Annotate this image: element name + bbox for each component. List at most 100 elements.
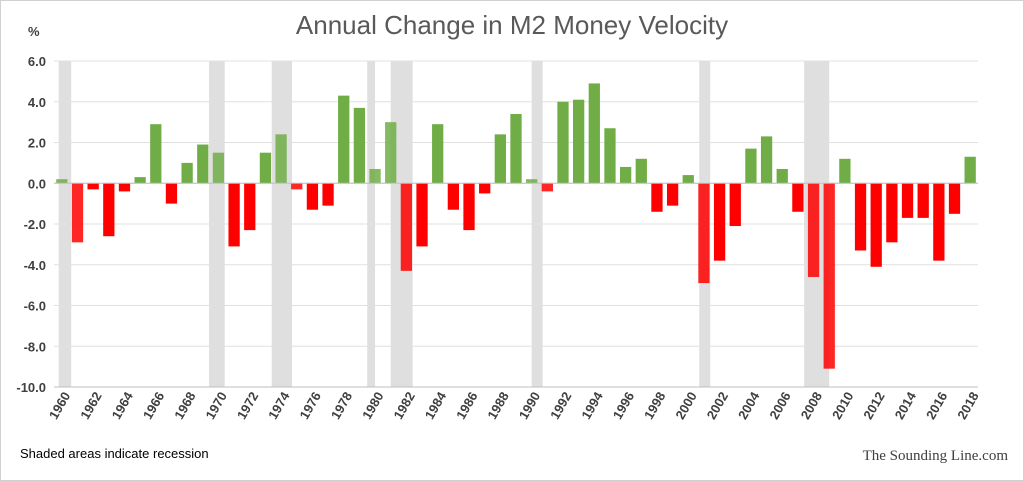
bar: [901, 183, 914, 218]
bar: [948, 183, 961, 214]
bar: [275, 134, 287, 184]
x-tick-label: 1990: [516, 389, 543, 422]
x-tick-label: 1986: [453, 389, 480, 422]
x-tick-label: 2012: [860, 389, 887, 422]
x-tick-label: 1976: [296, 389, 323, 422]
bar: [698, 183, 710, 284]
bar: [604, 128, 616, 184]
bar: [212, 152, 225, 184]
bar: [479, 183, 491, 194]
bar: [369, 168, 381, 184]
y-tick-label: -6.0: [24, 299, 46, 314]
bar: [447, 183, 459, 210]
x-tick-label: 2010: [829, 389, 856, 422]
x-tick-label: 1984: [422, 389, 450, 422]
bar: [917, 183, 929, 218]
bar: [807, 183, 820, 277]
bar: [745, 148, 757, 184]
x-tick-label: 2016: [923, 389, 950, 422]
bar: [103, 183, 115, 237]
y-tick-label: -10.0: [16, 380, 46, 395]
bar: [150, 124, 162, 184]
bar: [729, 183, 741, 227]
x-tick-label: 2002: [704, 389, 731, 422]
x-tick-label: 1998: [641, 389, 668, 422]
y-tick-label: 6.0: [28, 54, 46, 69]
x-tick-label: 1964: [109, 389, 137, 422]
bar: [118, 183, 131, 192]
chart-title: Annual Change in M2 Money Velocity: [295, 10, 729, 40]
x-tick-label: 1982: [390, 389, 417, 422]
bar: [306, 183, 319, 210]
x-tick-label: 1968: [171, 389, 198, 422]
bar: [510, 113, 522, 184]
bar: [619, 166, 632, 184]
x-tick-label: 1972: [234, 389, 261, 422]
bar: [291, 183, 303, 190]
x-tick-label: 2018: [954, 389, 981, 422]
y-tick-label: -8.0: [24, 339, 46, 354]
x-tick-label: 1988: [484, 389, 511, 422]
bar: [71, 183, 84, 243]
y-tick-label: 2.0: [28, 136, 46, 151]
x-tick-label: 1970: [203, 389, 230, 422]
bar: [682, 175, 694, 184]
bar: [854, 183, 867, 251]
bar: [588, 83, 600, 184]
gridline-layer: [54, 60, 978, 388]
bar: [541, 183, 553, 192]
x-tick-label: 2014: [892, 389, 920, 422]
bar: [181, 162, 193, 184]
bar: [713, 183, 726, 261]
x-tick-label: 1994: [578, 389, 606, 422]
y-tick-label: 0.0: [28, 176, 46, 191]
bar: [635, 158, 647, 184]
x-tick-label: 2008: [798, 389, 825, 422]
bar: [666, 183, 679, 206]
x-tick-label: 1978: [328, 389, 355, 422]
x-tick-label: 1996: [610, 389, 637, 422]
bar: [228, 183, 240, 247]
bar-layer: [56, 83, 976, 369]
bar: [416, 183, 428, 247]
bar: [259, 152, 272, 184]
bar: [557, 101, 569, 184]
x-tick-label: 1962: [77, 389, 104, 422]
x-tick-label: 1966: [140, 389, 167, 422]
bar: [87, 183, 99, 190]
bar: [823, 183, 835, 369]
bar: [526, 179, 538, 184]
bar: [494, 134, 506, 184]
recession-note: Shaded areas indicate recession: [20, 446, 209, 461]
y-tick-label: 4.0: [28, 95, 46, 110]
bar: [651, 183, 663, 212]
bar: [165, 183, 178, 204]
bar: [338, 95, 350, 184]
bar: [776, 168, 788, 184]
bar: [197, 144, 209, 184]
x-tick-label: 1980: [359, 389, 386, 422]
bar: [760, 136, 773, 184]
bar: [353, 107, 366, 184]
bar: [134, 177, 146, 184]
bar: [244, 183, 256, 231]
bar: [322, 183, 334, 206]
y-tick-label: -4.0: [24, 258, 46, 273]
bar: [839, 158, 851, 184]
bar: [886, 183, 898, 243]
bar: [964, 156, 976, 184]
y-axis-unit-label: %: [28, 24, 40, 39]
bar: [933, 183, 945, 261]
bar: [432, 124, 444, 184]
y-tick-label: -2.0: [24, 217, 46, 232]
x-tick-label: 2004: [735, 389, 763, 422]
bar: [870, 183, 882, 267]
bar: [400, 183, 413, 271]
bar: [792, 183, 804, 212]
bar: [573, 99, 585, 184]
bar: [56, 179, 68, 184]
x-tick-label: 1992: [547, 389, 574, 422]
